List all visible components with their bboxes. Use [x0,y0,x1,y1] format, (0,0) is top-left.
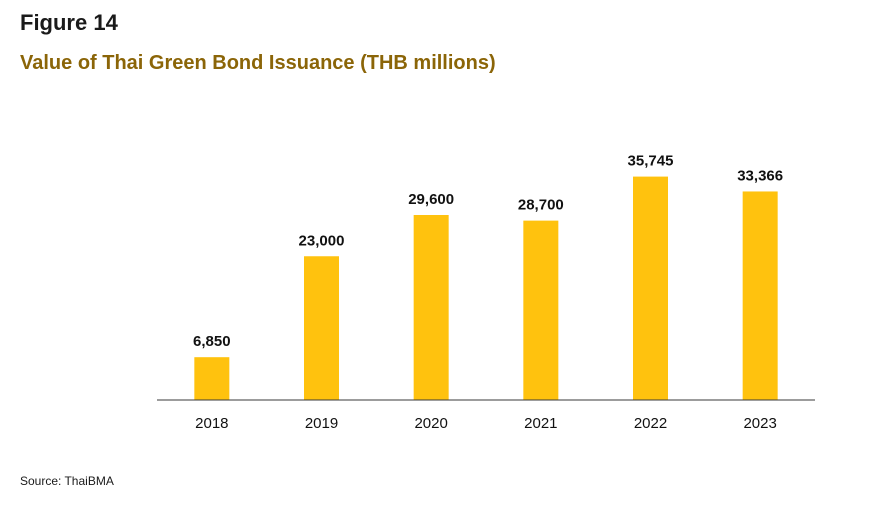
x-tick-label-2018: 2018 [195,415,228,432]
value-labels-group: 6,850 23,000 29,600 28,700 35,745 33,366 [193,153,783,351]
value-label-2022: 35,745 [628,153,674,170]
bar-2020 [413,215,449,400]
value-label-2018: 6,850 [193,333,231,350]
bar-2021 [523,220,559,400]
x-tick-label-2021: 2021 [524,415,557,432]
value-label-2019: 23,000 [299,232,345,249]
x-tick-label-2022: 2022 [634,415,667,432]
value-label-2023: 33,366 [737,167,783,184]
bar-2018 [194,357,230,400]
bar-2019 [304,256,339,400]
x-tick-label-2020: 2020 [414,415,447,432]
value-label-2020: 29,600 [408,191,454,208]
source-note: Source: ThaiBMA [20,474,114,488]
bar-2022 [633,176,668,400]
bars-group [194,176,778,400]
x-tick-label-2023: 2023 [743,415,776,432]
chart-title: Value of Thai Green Bond Issuance (THB m… [20,52,496,74]
value-label-2021: 28,700 [518,197,564,214]
x-tick-label-2019: 2019 [305,415,338,432]
figure-label: Figure 14 [20,10,118,35]
x-tick-labels-group: 2018 2019 2020 2021 2022 2023 [195,415,777,432]
bar-2023 [742,191,778,400]
